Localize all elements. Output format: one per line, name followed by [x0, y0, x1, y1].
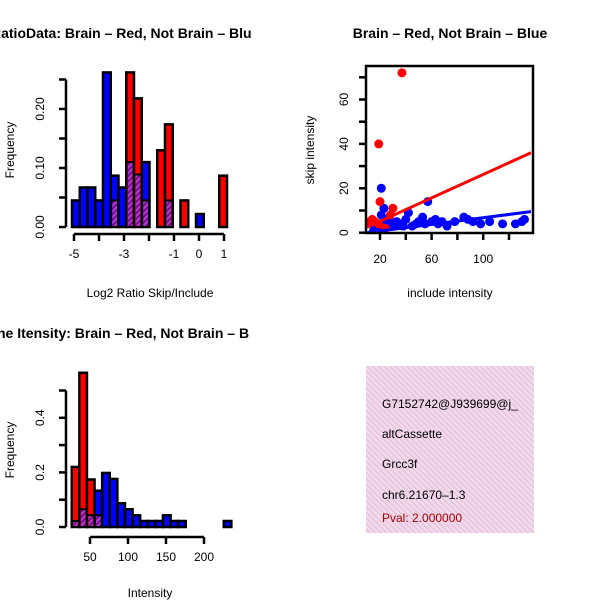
chart3-bar-not-brain — [222, 519, 233, 529]
chart3-bar-not-brain — [176, 519, 188, 529]
chart2-point-brain — [375, 197, 385, 207]
chart2-title: Brain – Red, Not Brain – Blue — [353, 25, 548, 41]
chart3-y-tick-label: 0.2 — [33, 464, 47, 481]
info-panel — [366, 366, 534, 533]
chart2-ylabel: skip intensity — [303, 116, 317, 185]
chart2-y-tick-label: 40 — [337, 137, 351, 151]
chart3-bar-overlap — [88, 515, 94, 526]
chart3-bar-overlap — [96, 515, 101, 526]
chart1-bar-overlap — [127, 162, 133, 226]
info-event-type: altCassette — [382, 427, 442, 441]
chart2-y-tick-label: 0 — [337, 229, 351, 236]
chart2-plot: 20 60 100 0 20 40 60 — [337, 64, 535, 266]
chart1-x-tick-label: -5 — [69, 247, 80, 261]
chart3-plot: 50 100 150 200 0.0 0.2 0.4 — [33, 371, 233, 564]
chart1-bar-brain — [179, 199, 190, 229]
chart3-y-tick-label: 0.4 — [33, 409, 47, 426]
chart3-title: ne Itensity: Brain – Red, Not Brain – B — [0, 325, 249, 341]
chart3-x-tick-label: 150 — [156, 550, 176, 564]
chart3-x-tick-label: 200 — [194, 550, 214, 564]
chart1-bar-overlap — [166, 200, 172, 226]
chart2-fit-line-brain — [366, 151, 532, 229]
chart2-point-not-brain — [519, 214, 529, 224]
chart2-frame — [364, 64, 535, 235]
chart1-bar-overlap — [112, 200, 117, 226]
chart1-x-tick-label: 1 — [221, 247, 228, 261]
chart3-y-tick-label: 0.0 — [33, 518, 47, 535]
chart3-bar-overlap — [80, 509, 86, 526]
chart3-x-tick-label: 50 — [83, 550, 97, 564]
chart2-x-tick-label: 20 — [373, 252, 387, 266]
chart1-plot: -5 -3 -1 0 1 0.00 0.10 0.20 — [33, 71, 229, 261]
chart1-bar-not-brain — [140, 160, 151, 229]
chart3-x-tick-label: 100 — [118, 550, 138, 564]
info-gene: Grcc3f — [382, 457, 418, 471]
chart1-bar-overlap — [143, 200, 148, 226]
chart1-bar-not-brain — [101, 71, 112, 229]
chart2-point-not-brain — [376, 183, 386, 193]
chart2-x-tick-label: 100 — [473, 252, 493, 266]
chart1-bar-brain — [218, 174, 229, 229]
chart1-x-tick-label: -1 — [169, 247, 180, 261]
chart1-ylabel: Frequency — [3, 122, 17, 179]
chart2-y-tick-label: 60 — [337, 93, 351, 107]
chart1-x-tick-label: -3 — [119, 247, 130, 261]
chart1-x-tick-label: 0 — [196, 247, 203, 261]
chart2-point-not-brain — [476, 219, 486, 229]
info-location: chr6.21670–1.3 — [382, 488, 466, 502]
chart2-fit-line-not-brain — [366, 210, 532, 233]
chart2-x-tick-label: 60 — [425, 252, 439, 266]
chart2-y-tick-label: 20 — [337, 181, 351, 195]
chart1-xlabel: Log2 Ratio Skip/Include — [87, 286, 214, 300]
chart2-point-not-brain — [379, 203, 389, 213]
chart2-inner — [366, 68, 532, 233]
chart2-point-brain — [374, 139, 384, 149]
chart2-point-brain — [397, 68, 407, 78]
chart1-bar-brain — [163, 123, 174, 229]
chart3-bar-overlap — [73, 520, 78, 526]
info-pval: Pval: 2.000000 — [382, 511, 462, 525]
chart3-bar-brain — [78, 371, 89, 529]
info-id: G7152742@J939699@j_ — [382, 397, 518, 411]
chart1-title: RatioData: Brain – Red, Not Brain – Blu — [0, 25, 252, 41]
chart1-y-tick-label: 0.20 — [33, 97, 47, 121]
chart3-ylabel: Frequency — [3, 422, 17, 479]
chart1-bar-not-brain — [194, 212, 205, 229]
chart1-y-tick-label: 0.10 — [33, 156, 47, 180]
chart2-xlabel: include intensity — [407, 286, 492, 300]
chart1-bar-overlap — [135, 174, 141, 226]
chart2-point-not-brain — [485, 217, 495, 227]
chart1-y-tick-label: 0.00 — [33, 215, 47, 239]
chart3-xlabel: Intensity — [128, 586, 173, 600]
info-panel-clip — [534, 360, 600, 540]
chart2-point-not-brain — [498, 219, 508, 229]
